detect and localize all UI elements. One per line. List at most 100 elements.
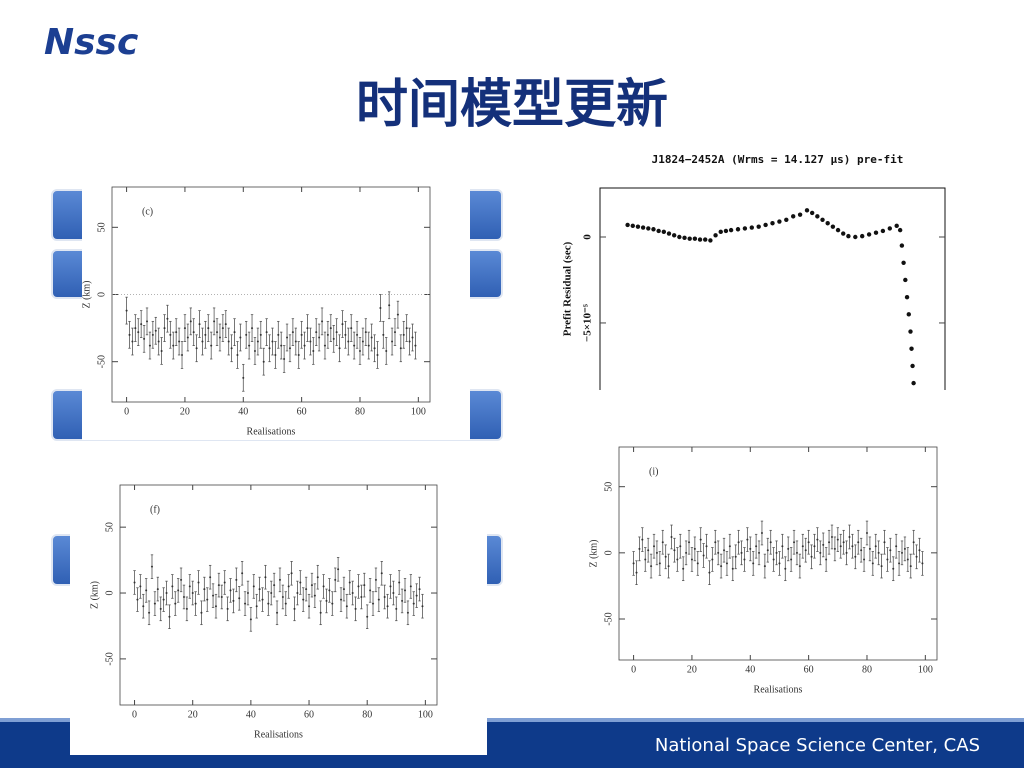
data-point <box>373 347 376 350</box>
data-point <box>766 549 769 552</box>
data-point <box>758 551 761 554</box>
data-point <box>895 545 898 548</box>
x-axis-label: Realisations <box>754 684 803 695</box>
x-tick-label: 40 <box>246 709 256 720</box>
data-point <box>180 578 183 581</box>
chart-frame <box>560 150 960 395</box>
data-point <box>830 224 836 229</box>
data-point <box>386 605 389 608</box>
data-point <box>244 602 247 605</box>
data-point <box>784 567 787 570</box>
y-tick-label: −5×10⁻⁵ <box>582 303 594 342</box>
data-point <box>737 541 740 544</box>
data-point <box>408 340 411 343</box>
data-point <box>274 353 277 356</box>
x-tick-label: 0 <box>132 709 137 720</box>
chart: 0 20 40 60 80 100 Realisations (i) -50 0 50 Z (km) <box>585 443 945 700</box>
data-point <box>366 615 369 618</box>
data-point <box>853 234 858 240</box>
data-point <box>131 340 134 343</box>
data-point <box>319 611 322 614</box>
y-axis-label: Z (km) <box>81 280 92 308</box>
data-point <box>189 320 192 323</box>
data-point <box>194 602 197 605</box>
data-point <box>142 605 145 608</box>
data-point <box>742 226 748 231</box>
data-point <box>313 594 316 597</box>
data-point <box>175 331 178 334</box>
data-point <box>342 588 345 591</box>
data-point <box>406 611 409 614</box>
data-point <box>777 219 782 224</box>
x-tick-label: 80 <box>355 406 365 417</box>
x-tick-label: 0 <box>124 406 129 417</box>
data-point <box>687 236 692 241</box>
data-point <box>723 549 726 552</box>
data-point <box>887 226 892 231</box>
x-tick-label: 60 <box>304 709 314 720</box>
data-point <box>246 592 249 595</box>
data-point <box>345 605 348 608</box>
x-axis-label: Realisations <box>254 729 303 740</box>
data-point <box>635 571 638 574</box>
y-axis-label: Z (km) <box>588 539 599 567</box>
data-point <box>825 558 828 561</box>
data-point <box>903 277 908 283</box>
data-point <box>854 555 857 558</box>
data-point <box>376 353 379 356</box>
data-point <box>166 317 169 320</box>
data-point <box>143 337 146 340</box>
data-point <box>299 581 302 584</box>
data-point <box>136 598 139 601</box>
x-tick-label: 20 <box>180 406 190 417</box>
data-point <box>897 227 903 233</box>
data-point <box>868 547 871 550</box>
data-point <box>156 588 159 591</box>
data-point <box>197 581 200 584</box>
data-point <box>839 545 842 548</box>
chart: J1824−2452A (Wrms = 14.127 μs) pre-fit 0 −… <box>560 150 960 395</box>
data-point <box>241 572 244 575</box>
data-point <box>213 320 216 323</box>
data-point <box>133 581 136 584</box>
data-point <box>163 327 166 330</box>
data-point <box>331 602 334 605</box>
data-point <box>743 558 746 561</box>
data-point <box>697 237 703 242</box>
x-tick-label: 40 <box>238 406 248 417</box>
data-point <box>293 607 296 610</box>
data-point <box>374 578 377 581</box>
data-point <box>315 331 318 334</box>
data-point <box>813 545 816 548</box>
data-point <box>772 558 775 561</box>
data-point <box>841 231 846 236</box>
data-point <box>880 228 886 234</box>
data-point <box>294 340 297 343</box>
data-point <box>828 541 831 544</box>
data-point <box>278 578 281 581</box>
data-point <box>835 227 841 233</box>
axes <box>599 187 946 390</box>
data-point <box>405 327 408 330</box>
data-point <box>200 611 203 614</box>
data-point <box>630 223 635 229</box>
data-point <box>679 545 682 548</box>
data-point <box>249 618 252 621</box>
data-point <box>370 336 373 339</box>
data-point <box>908 329 913 334</box>
data-point <box>227 340 230 343</box>
data-point <box>329 327 332 330</box>
data-point <box>207 327 210 330</box>
data-point <box>860 233 865 239</box>
data-point <box>379 306 382 309</box>
data-point <box>310 584 313 587</box>
data-point <box>851 545 854 548</box>
data-point <box>348 581 351 584</box>
data-point <box>169 333 172 336</box>
data-point <box>162 598 165 601</box>
data-point <box>148 611 151 614</box>
data-point <box>658 562 661 565</box>
data-point <box>717 551 720 554</box>
data-point <box>297 353 300 356</box>
data-point <box>815 214 820 219</box>
